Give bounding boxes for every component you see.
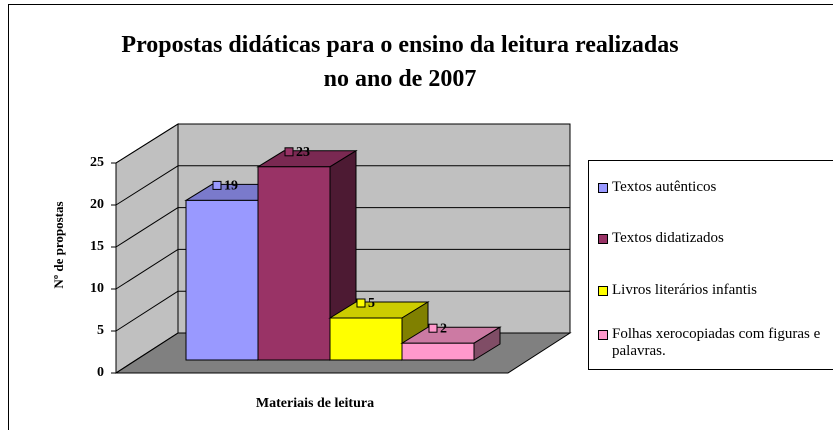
grid-line: [115, 290, 179, 332]
data-label: 23: [296, 145, 310, 160]
legend-label: Textos autênticos: [612, 179, 717, 195]
label-key: [212, 180, 222, 190]
y-axis-label: Nº de propostas: [51, 201, 66, 288]
legend-entry: Livros literários infantis: [598, 282, 833, 299]
legend-entry: Textos autênticos: [598, 179, 833, 196]
side-wall: [115, 123, 179, 374]
legend-key: [598, 330, 608, 340]
legend-label: Folhas xerocopiadas com figuras e palavr…: [612, 326, 821, 359]
y-tick-label: 10: [90, 281, 104, 296]
chart-border: [8, 4, 833, 430]
y-tick-label: 5: [97, 323, 104, 338]
legend-label: Livros literários infantis: [612, 282, 757, 298]
x-axis-label: Materiais de leitura: [256, 396, 374, 411]
y-tick-label: 0: [97, 365, 104, 380]
legend-entry: Folhas xerocopiadas com figuras e palavr…: [598, 326, 833, 360]
bar: [401, 342, 475, 361]
legend-key: [598, 286, 608, 296]
grid-line: [115, 248, 179, 290]
y-tick-label: 25: [90, 155, 104, 170]
data-label: 19: [224, 179, 238, 194]
label-key: [356, 298, 366, 308]
grid-line: [115, 332, 179, 374]
label-key: [428, 323, 438, 333]
legend-key: [598, 234, 608, 244]
y-tick-label: 15: [90, 239, 104, 254]
grid-line: [115, 123, 179, 164]
data-label: 5: [368, 296, 375, 311]
bar: [185, 199, 259, 361]
data-label: 2: [440, 321, 447, 336]
chart-title: Propostas didáticas para o ensino da lei…: [121, 32, 679, 92]
legend-entry: Textos didatizados: [598, 230, 833, 247]
legend-label: Textos didatizados: [612, 230, 724, 246]
label-key: [284, 147, 294, 157]
grid-line: [115, 207, 179, 248]
grid-line: [115, 165, 179, 206]
y-tick-label: 20: [90, 197, 104, 212]
legend: Textos autênticos Textos didatizados Livro…: [588, 160, 833, 370]
legend-key: [598, 183, 608, 193]
bar: [329, 317, 403, 361]
bar: [257, 166, 331, 361]
